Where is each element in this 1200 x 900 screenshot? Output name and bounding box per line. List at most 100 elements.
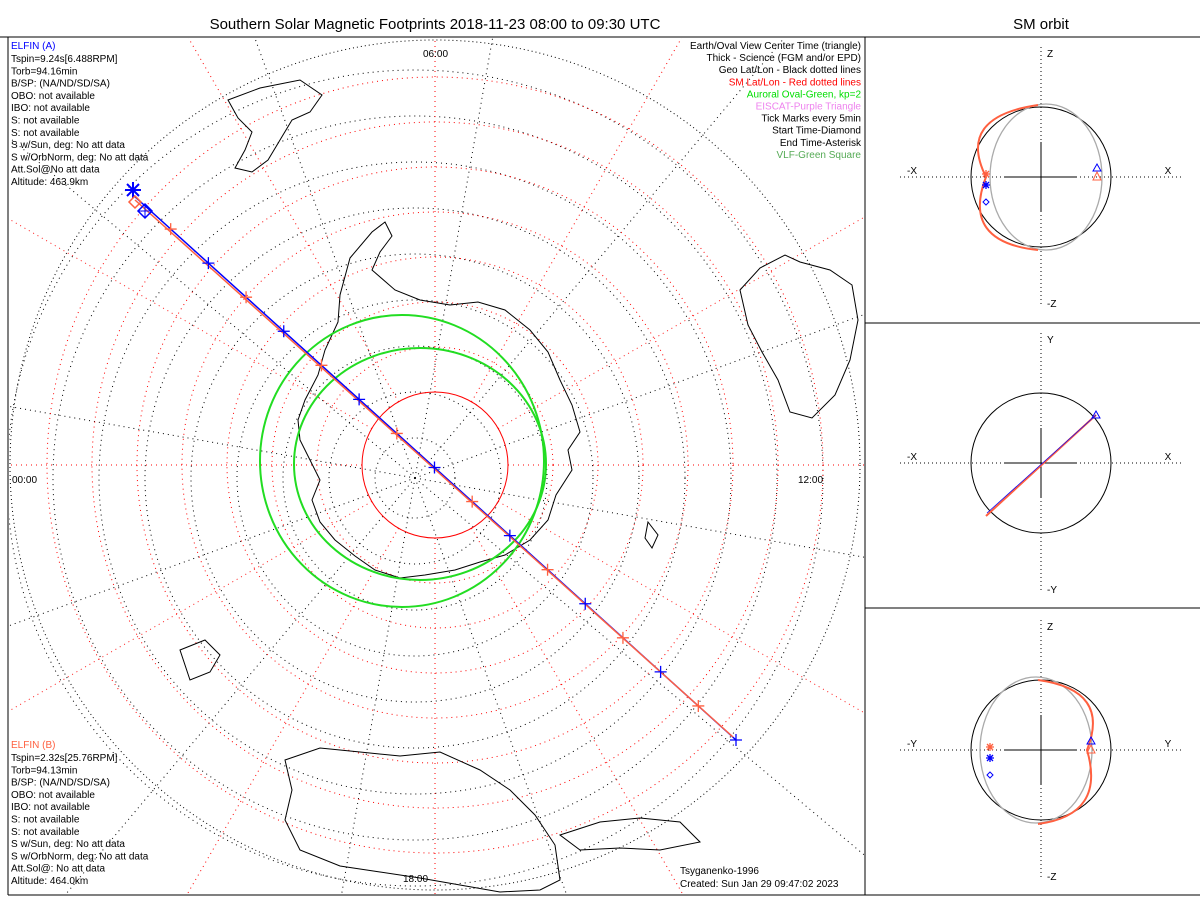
- info-line: Att.Sol@No att data: [11, 165, 100, 176]
- tick-mark: [353, 393, 366, 406]
- end-asterisk-icon: [986, 754, 994, 762]
- geo-latitude-ring: [282, 345, 548, 611]
- info-line: Altitude: 464.0km: [11, 876, 88, 887]
- info-line: Tspin=2.32s[25.76RPM]: [11, 753, 118, 764]
- info-line: B/SP: (NA/ND/SD/SA): [11, 778, 110, 789]
- orbit-track-a: [986, 414, 1097, 514]
- info-line: S w/Sun, deg: No att data: [11, 839, 125, 850]
- info-line: Tspin=9.24s[6.488RPM]: [11, 54, 118, 65]
- map-boundary: [9, 39, 861, 891]
- end-asterisk-icon: [982, 181, 990, 189]
- axis-label-top: Y: [1047, 335, 1054, 346]
- sm-grid: [9, 38, 864, 894]
- info-line: OBO: not available: [11, 790, 95, 801]
- geo-longitude-line: [254, 38, 416, 479]
- tick-mark: [579, 597, 592, 610]
- sm-longitude-line: [471, 527, 684, 894]
- axis-label-bottom: -Z: [1047, 299, 1056, 310]
- info-line: S: not available: [11, 128, 80, 139]
- elfin-b-start-diamond-icon: [127, 194, 143, 210]
- geo-latitude-ring: [52, 115, 778, 841]
- orbit-title: SM orbit: [1013, 16, 1070, 33]
- view-center-triangle-icon: [1091, 409, 1101, 419]
- mlt-label-00: 00:00: [12, 475, 37, 486]
- sm-orbit-panels: Z -Z -X X Y -Y -X X Z -Z -Y Y: [900, 47, 1183, 883]
- legend-entry: Geo Lat/Lon - Black dotted lines: [719, 65, 861, 76]
- legend-entry: Earth/Oval View Center Time (triangle): [690, 41, 861, 52]
- track-tick-marks: [164, 223, 742, 746]
- geo-latitude-ring: [144, 207, 686, 749]
- info-line: S: not available: [11, 827, 80, 838]
- info-line: S w/OrbNorm, deg: No att data: [11, 851, 149, 862]
- south-america-coast: [227, 79, 323, 173]
- tick-mark: [616, 631, 629, 644]
- auroral-oval-outer: [259, 314, 545, 608]
- orbit-gray: [989, 103, 1103, 251]
- tick-mark: [315, 359, 328, 372]
- info-line: Torb=94.13min: [11, 765, 77, 776]
- view-center-triangle-icon: [1092, 170, 1102, 181]
- info-line: IBO: not available: [11, 103, 90, 114]
- tick-mark: [541, 563, 554, 576]
- elfin-b-title: ELFIN (B): [11, 740, 55, 751]
- info-line: Altitude: 463.9km: [11, 177, 88, 188]
- geo-latitude-ring: [98, 161, 732, 795]
- earth-circle: [970, 392, 1112, 534]
- geo-latitude-ring: [374, 437, 456, 519]
- axis-label-right: X: [1165, 452, 1172, 463]
- start-diamond-icon: [986, 771, 994, 779]
- start-diamond-icon: [982, 198, 990, 206]
- new-zealand-coast: [644, 520, 659, 549]
- axis-label-top: Z: [1047, 49, 1053, 60]
- info-line: OBO: not available: [11, 91, 95, 102]
- legend-entry: End Time-Asterisk: [780, 138, 862, 149]
- elfin-a-info: ELFIN (A) Tspin=9.24s[6.488RPM]Torb=94.1…: [11, 41, 149, 188]
- sm-longitude-line: [188, 38, 399, 403]
- australia-coast: [739, 254, 859, 419]
- end-asterisk-icon: [986, 743, 994, 751]
- orbit-track: [1037, 679, 1094, 825]
- view-center-triangle-icon: [1086, 743, 1096, 754]
- geo-longitude-line: [9, 477, 416, 627]
- legend-entry: Auroral Oval-Green, kp=2: [747, 89, 862, 100]
- mlt-label-18: 18:00: [403, 874, 428, 885]
- legend-entry: Thick - Science (FGM and/or EPD): [707, 53, 861, 64]
- elfin-a-end-asterisk-icon: [125, 182, 141, 198]
- elfin-a-start-cross-icon: [138, 204, 152, 218]
- legend-entry: EISCAT-Purple Triangle: [756, 102, 862, 113]
- model-label: Tsyganenko-1996: [680, 866, 759, 877]
- earth-circle: [970, 106, 1112, 248]
- info-line: S: not available: [11, 116, 80, 127]
- sm-longitude-line: [471, 38, 682, 403]
- orbit-panel-1: Z -Z -X X: [900, 47, 1183, 310]
- axis-label-top: Z: [1047, 622, 1053, 633]
- geo-latitude-ring: [328, 391, 502, 565]
- tick-mark: [428, 461, 441, 474]
- sm-longitude-line: [497, 501, 864, 714]
- tick-mark: [164, 223, 177, 236]
- geo-latitude-ring: [190, 253, 640, 703]
- info-line: IBO: not available: [11, 802, 90, 813]
- info-line: B/SP: (NA/ND/SD/SA): [11, 79, 110, 90]
- info-line: Torb=94.16min: [11, 66, 77, 77]
- legend-entry: VLF-Green Square: [777, 150, 862, 161]
- axis-label-right: Y: [1165, 739, 1172, 750]
- tick-mark: [240, 291, 253, 304]
- tick-mark: [390, 427, 403, 440]
- legend: Earth/Oval View Center Time (triangle)Th…: [690, 41, 862, 161]
- geo-latitude-ring: [9, 69, 824, 887]
- end-asterisk-icon: [982, 170, 990, 178]
- info-line: S w/Sun, deg: No att data: [11, 140, 125, 151]
- madagascar-coast: [179, 639, 221, 681]
- geo-longitude-line: [414, 477, 864, 558]
- legend-entry: SM Lat/Lon - Red dotted lines: [729, 77, 861, 88]
- sm-longitude-line: [186, 527, 399, 894]
- axis-label-right: X: [1165, 166, 1172, 177]
- axis-label-bottom: -Y: [1047, 585, 1057, 596]
- polar-map: [9, 38, 864, 894]
- geo-latitude-ring: [236, 299, 594, 657]
- geo-longitude-line: [341, 477, 416, 894]
- orbit-panel-3: Z -Z -Y Y: [900, 620, 1183, 883]
- axis-label-left: -X: [907, 166, 917, 177]
